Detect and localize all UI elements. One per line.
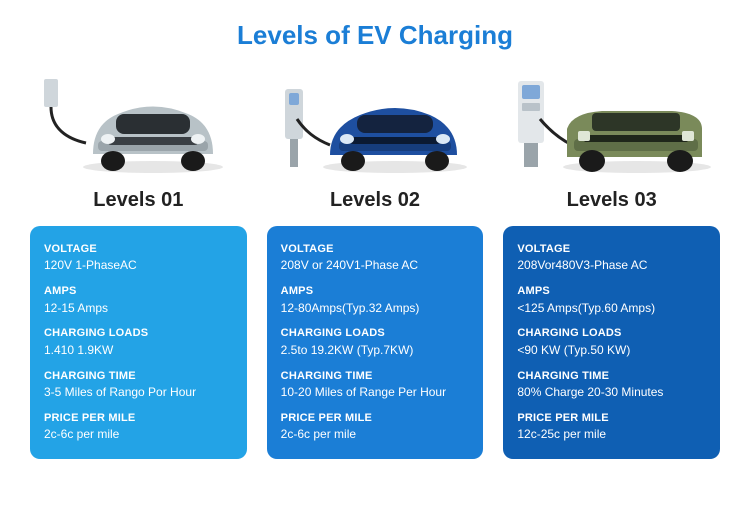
spec-field: CHARGING LOADS 2.5to 19.2KW (Typ.7KW) (281, 326, 470, 358)
spec-value: 3-5 Miles of Rango Por Hour (44, 384, 233, 401)
level-column-1: Levels 01 VOLTAGE 120V 1-PhaseAC AMPS 12… (30, 69, 247, 459)
spec-field: CHARGING TIME 3-5 Miles of Rango Por Hou… (44, 369, 233, 401)
spec-field: PRICE PER MILE 2c-6c per mile (281, 411, 470, 443)
spec-label: CHARGING TIME (517, 369, 706, 384)
spec-label: CHARGING LOADS (44, 326, 233, 341)
spec-value: <90 KW (Typ.50 KW) (517, 342, 706, 359)
spec-label: PRICE PER MILE (44, 411, 233, 426)
spec-label: VOLTAGE (44, 242, 233, 257)
spec-field: VOLTAGE 120V 1-PhaseAC (44, 242, 233, 274)
spec-field: CHARGING TIME 10-20 Miles of Range Per H… (281, 369, 470, 401)
spec-value: <125 Amps(Typ.60 Amps) (517, 300, 706, 317)
spec-label: CHARGING LOADS (281, 326, 470, 341)
level-column-3: Levels 03 VOLTAGE 208Vor480V3-Phase AC A… (503, 69, 720, 459)
car-illustration-1 (38, 69, 238, 179)
spec-card-3: VOLTAGE 208Vor480V3-Phase AC AMPS <125 A… (503, 226, 720, 459)
spec-label: CHARGING LOADS (517, 326, 706, 341)
spec-field: CHARGING LOADS <90 KW (Typ.50 KW) (517, 326, 706, 358)
page: Levels of EV Charging (0, 0, 750, 529)
car-illustration-2 (275, 69, 475, 179)
spec-label: VOLTAGE (281, 242, 470, 257)
car-illustration-3 (512, 69, 712, 179)
spec-label: PRICE PER MILE (517, 411, 706, 426)
spec-label: AMPS (517, 284, 706, 299)
spec-field: CHARGING LOADS 1.410 1.9KW (44, 326, 233, 358)
spec-field: CHARGING TIME 80% Charge 20-30 Minutes (517, 369, 706, 401)
spec-label: PRICE PER MILE (281, 411, 470, 426)
spec-field: AMPS 12-15 Amps (44, 284, 233, 316)
spec-value: 208V or 240V1-Phase AC (281, 257, 470, 274)
spec-value: 12c-25c per mile (517, 426, 706, 443)
spec-field: AMPS 12-80Amps(Typ.32 Amps) (281, 284, 470, 316)
spec-label: AMPS (281, 284, 470, 299)
spec-field: VOLTAGE 208V or 240V1-Phase AC (281, 242, 470, 274)
spec-label: VOLTAGE (517, 242, 706, 257)
spec-card-1: VOLTAGE 120V 1-PhaseAC AMPS 12-15 Amps C… (30, 226, 247, 459)
level-label-1: Levels 01 (93, 189, 183, 212)
spec-value: 120V 1-PhaseAC (44, 257, 233, 274)
columns-row: Levels 01 VOLTAGE 120V 1-PhaseAC AMPS 12… (30, 69, 720, 459)
spec-value: 208Vor480V3-Phase AC (517, 257, 706, 274)
spec-label: AMPS (44, 284, 233, 299)
spec-value: 1.410 1.9KW (44, 342, 233, 359)
spec-label: CHARGING TIME (281, 369, 470, 384)
level-label-3: Levels 03 (567, 189, 657, 212)
page-title: Levels of EV Charging (30, 20, 720, 51)
level-label-2: Levels 02 (330, 189, 420, 212)
spec-value: 10-20 Miles of Range Per Hour (281, 384, 470, 401)
spec-field: PRICE PER MILE 2c-6c per mile (44, 411, 233, 443)
spec-field: VOLTAGE 208Vor480V3-Phase AC (517, 242, 706, 274)
spec-value: 12-80Amps(Typ.32 Amps) (281, 300, 470, 317)
spec-value: 2c-6c per mile (44, 426, 233, 443)
spec-field: AMPS <125 Amps(Typ.60 Amps) (517, 284, 706, 316)
spec-label: CHARGING TIME (44, 369, 233, 384)
level-column-2: Levels 02 VOLTAGE 208V or 240V1-Phase AC… (267, 69, 484, 459)
spec-field: PRICE PER MILE 12c-25c per mile (517, 411, 706, 443)
spec-value: 12-15 Amps (44, 300, 233, 317)
spec-value: 2.5to 19.2KW (Typ.7KW) (281, 342, 470, 359)
spec-card-2: VOLTAGE 208V or 240V1-Phase AC AMPS 12-8… (267, 226, 484, 459)
spec-value: 2c-6c per mile (281, 426, 470, 443)
spec-value: 80% Charge 20-30 Minutes (517, 384, 706, 401)
